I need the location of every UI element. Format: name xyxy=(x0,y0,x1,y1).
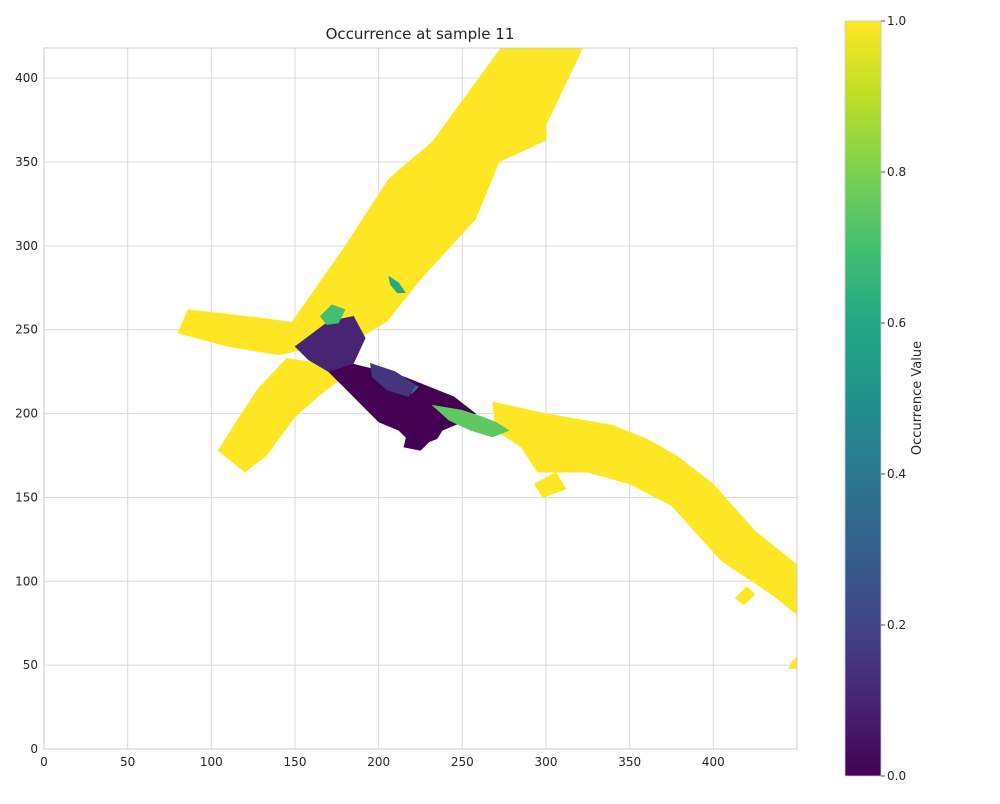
data-regions xyxy=(177,48,797,669)
colorbar-tick-label: 1.0 xyxy=(887,14,906,28)
chart-title: Occurrence at sample 11 xyxy=(326,25,515,43)
x-tick-label: 300 xyxy=(535,755,558,769)
x-tick-label: 50 xyxy=(120,755,135,769)
colorbar-label: Occurrence Value xyxy=(910,341,925,455)
y-tick-label: 100 xyxy=(15,574,38,588)
y-tick-label: 50 xyxy=(23,658,38,672)
y-tick-label: 400 xyxy=(15,71,38,85)
occurrence-region xyxy=(734,585,756,606)
colorbar xyxy=(844,20,882,777)
colorbar-ticks: 0.0 0.2 0.4 0.6 0.8 1.0 xyxy=(881,14,906,783)
x-tick-label: 150 xyxy=(284,755,307,769)
occurrence-region xyxy=(370,362,416,398)
colorbar-tick-label: 0.2 xyxy=(887,618,906,632)
colorbar-tick-label: 0.6 xyxy=(887,316,906,330)
colorbar-tick-label: 0.0 xyxy=(887,769,906,783)
y-tick-label: 300 xyxy=(15,239,38,253)
x-tick-label: 250 xyxy=(451,755,474,769)
occurrence-region xyxy=(403,430,433,451)
colorbar-tick-label: 0.8 xyxy=(887,165,906,179)
x-tick-label: 350 xyxy=(618,755,641,769)
x-tick-label: 0 xyxy=(40,755,48,769)
y-axis-ticks: 0 50 100 150 200 250 300 350 400 xyxy=(15,71,38,756)
occurrence-region xyxy=(788,656,797,669)
x-tick-label: 400 xyxy=(702,755,725,769)
plot-frame xyxy=(43,47,798,750)
occurrence-region xyxy=(431,404,510,438)
y-tick-label: 200 xyxy=(15,407,38,421)
occurrence-region xyxy=(492,401,797,616)
occurrence-region xyxy=(388,275,406,294)
occurrence-region xyxy=(319,304,346,325)
y-tick-label: 250 xyxy=(15,323,38,337)
y-tick-label: 350 xyxy=(15,155,38,169)
x-axis-ticks: 0 50 100 150 200 250 300 350 400 xyxy=(40,755,725,769)
x-tick-label: 200 xyxy=(367,755,390,769)
x-tick-label: 100 xyxy=(200,755,223,769)
occurrence-region xyxy=(533,471,567,498)
y-tick-label: 0 xyxy=(30,742,38,756)
colorbar-tick-label: 0.4 xyxy=(887,467,906,481)
y-tick-label: 150 xyxy=(15,490,38,504)
